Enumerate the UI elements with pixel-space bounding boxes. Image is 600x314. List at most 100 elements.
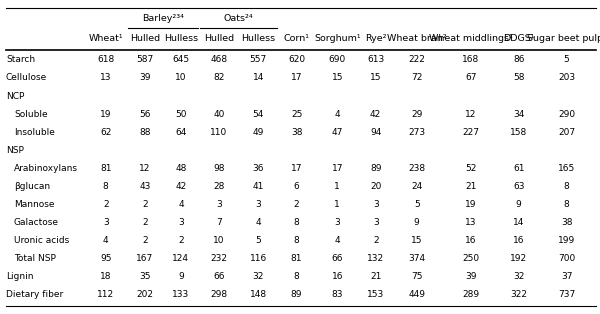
Text: 41: 41 bbox=[253, 182, 264, 191]
Text: 192: 192 bbox=[510, 254, 527, 263]
Text: 94: 94 bbox=[370, 127, 382, 137]
Text: 273: 273 bbox=[408, 127, 425, 137]
Text: 37: 37 bbox=[561, 272, 572, 281]
Text: 2: 2 bbox=[294, 200, 299, 209]
Text: 238: 238 bbox=[408, 164, 425, 173]
Text: 14: 14 bbox=[253, 73, 264, 83]
Text: 3: 3 bbox=[373, 200, 379, 209]
Text: 13: 13 bbox=[465, 218, 476, 227]
Text: 56: 56 bbox=[139, 110, 151, 119]
Text: 66: 66 bbox=[332, 254, 343, 263]
Text: 39: 39 bbox=[465, 272, 476, 281]
Text: 116: 116 bbox=[250, 254, 267, 263]
Text: 587: 587 bbox=[136, 55, 154, 64]
Text: Hulled: Hulled bbox=[130, 34, 160, 43]
Text: Arabinoxylans: Arabinoxylans bbox=[14, 164, 78, 173]
Text: βglucan: βglucan bbox=[14, 182, 50, 191]
Text: 19: 19 bbox=[100, 110, 112, 119]
Text: 2: 2 bbox=[142, 218, 148, 227]
Text: 75: 75 bbox=[411, 272, 422, 281]
Text: 49: 49 bbox=[253, 127, 264, 137]
Text: 322: 322 bbox=[510, 290, 527, 299]
Text: 1: 1 bbox=[334, 200, 340, 209]
Text: Soluble: Soluble bbox=[14, 110, 47, 119]
Text: Insoluble: Insoluble bbox=[14, 127, 55, 137]
Text: 62: 62 bbox=[100, 127, 112, 137]
Text: 3: 3 bbox=[256, 200, 261, 209]
Text: 10: 10 bbox=[213, 236, 225, 245]
Text: 4: 4 bbox=[335, 236, 340, 245]
Text: Corn¹: Corn¹ bbox=[284, 34, 310, 43]
Text: 24: 24 bbox=[411, 182, 422, 191]
Text: 13: 13 bbox=[100, 73, 112, 83]
Text: 12: 12 bbox=[139, 164, 151, 173]
Text: 168: 168 bbox=[462, 55, 479, 64]
Text: 148: 148 bbox=[250, 290, 267, 299]
Text: 5: 5 bbox=[414, 200, 419, 209]
Text: 39: 39 bbox=[139, 73, 151, 83]
Text: Lignin: Lignin bbox=[6, 272, 34, 281]
Text: Wheat middlings¹: Wheat middlings¹ bbox=[429, 34, 512, 43]
Text: 50: 50 bbox=[175, 110, 187, 119]
Text: 88: 88 bbox=[139, 127, 151, 137]
Text: 153: 153 bbox=[367, 290, 385, 299]
Text: 14: 14 bbox=[513, 218, 524, 227]
Text: 222: 222 bbox=[408, 55, 425, 64]
Text: 17: 17 bbox=[332, 164, 343, 173]
Text: Barley²³⁴: Barley²³⁴ bbox=[142, 14, 184, 23]
Text: Total NSP: Total NSP bbox=[14, 254, 56, 263]
Text: 289: 289 bbox=[462, 290, 479, 299]
Text: 15: 15 bbox=[332, 73, 343, 83]
Text: 95: 95 bbox=[100, 254, 112, 263]
Text: Galactose: Galactose bbox=[14, 218, 59, 227]
Text: 227: 227 bbox=[463, 127, 479, 137]
Text: 64: 64 bbox=[175, 127, 187, 137]
Text: 52: 52 bbox=[465, 164, 476, 173]
Text: 290: 290 bbox=[558, 110, 575, 119]
Text: 8: 8 bbox=[294, 236, 299, 245]
Text: 207: 207 bbox=[558, 127, 575, 137]
Text: 9: 9 bbox=[414, 218, 419, 227]
Text: 66: 66 bbox=[213, 272, 225, 281]
Text: 47: 47 bbox=[332, 127, 343, 137]
Text: 3: 3 bbox=[178, 218, 184, 227]
Text: 21: 21 bbox=[465, 182, 476, 191]
Text: 250: 250 bbox=[462, 254, 479, 263]
Text: 3: 3 bbox=[103, 218, 109, 227]
Text: 158: 158 bbox=[510, 127, 527, 137]
Text: 8: 8 bbox=[294, 218, 299, 227]
Text: 298: 298 bbox=[211, 290, 227, 299]
Text: 36: 36 bbox=[253, 164, 264, 173]
Text: 43: 43 bbox=[139, 182, 151, 191]
Text: 7: 7 bbox=[216, 218, 222, 227]
Text: 15: 15 bbox=[370, 73, 382, 83]
Text: 199: 199 bbox=[558, 236, 575, 245]
Text: 86: 86 bbox=[513, 55, 524, 64]
Text: 38: 38 bbox=[561, 218, 572, 227]
Text: 449: 449 bbox=[408, 290, 425, 299]
Text: 67: 67 bbox=[465, 73, 476, 83]
Text: 42: 42 bbox=[370, 110, 382, 119]
Text: 4: 4 bbox=[335, 110, 340, 119]
Text: 17: 17 bbox=[291, 73, 302, 83]
Text: 2: 2 bbox=[142, 200, 148, 209]
Text: 81: 81 bbox=[100, 164, 112, 173]
Text: 165: 165 bbox=[558, 164, 575, 173]
Text: NSP: NSP bbox=[6, 146, 24, 155]
Text: 620: 620 bbox=[288, 55, 305, 64]
Text: 132: 132 bbox=[367, 254, 384, 263]
Text: 6: 6 bbox=[294, 182, 299, 191]
Text: 2: 2 bbox=[178, 236, 184, 245]
Text: Rye²: Rye² bbox=[365, 34, 386, 43]
Text: 34: 34 bbox=[513, 110, 524, 119]
Text: 48: 48 bbox=[175, 164, 187, 173]
Text: 5: 5 bbox=[256, 236, 261, 245]
Text: 700: 700 bbox=[558, 254, 575, 263]
Text: 82: 82 bbox=[213, 73, 224, 83]
Text: Wheat bran²: Wheat bran² bbox=[387, 34, 446, 43]
Text: 203: 203 bbox=[558, 73, 575, 83]
Text: 72: 72 bbox=[411, 73, 422, 83]
Text: 17: 17 bbox=[291, 164, 302, 173]
Text: NCP: NCP bbox=[6, 91, 25, 100]
Text: 557: 557 bbox=[250, 55, 267, 64]
